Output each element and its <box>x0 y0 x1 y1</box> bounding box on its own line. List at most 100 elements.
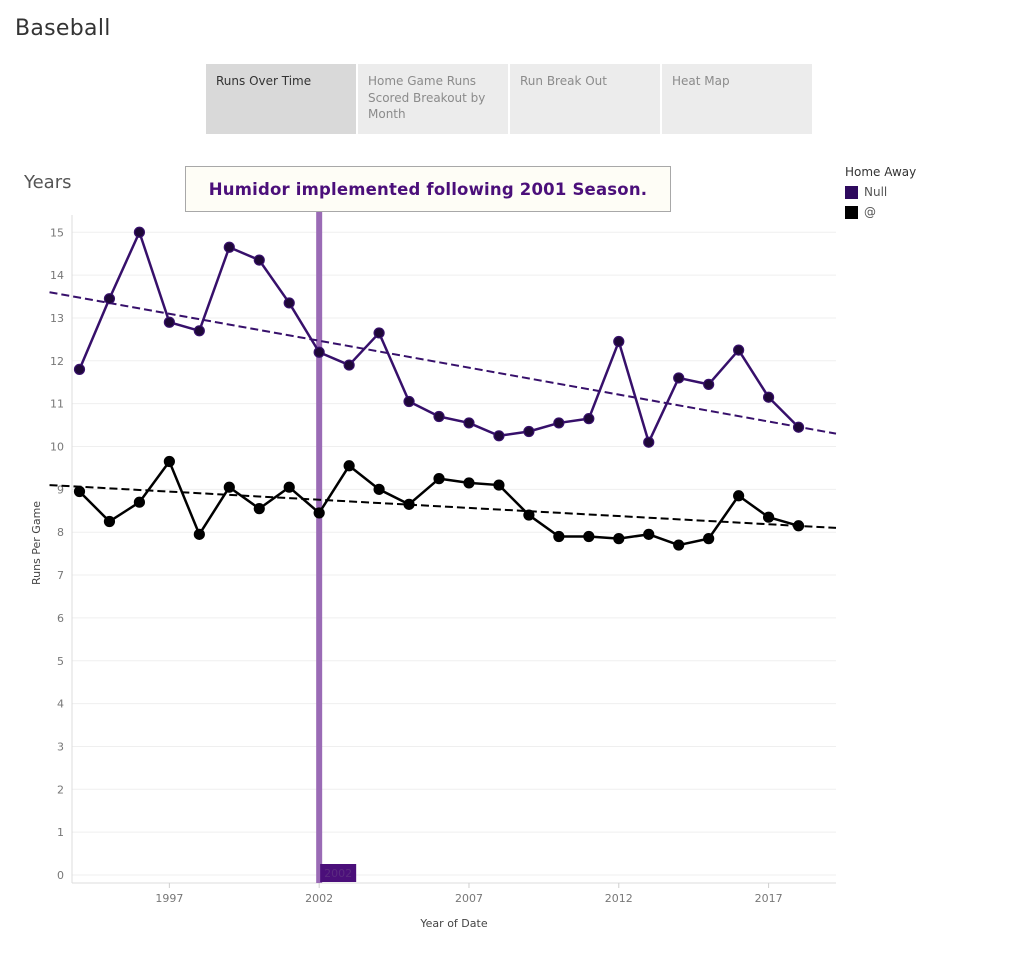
data-point-null <box>733 344 745 356</box>
y-tick-label: 10 <box>50 441 64 454</box>
trend-line-null <box>49 291 837 435</box>
data-point-at <box>403 498 415 510</box>
y-tick-label: 9 <box>57 483 64 496</box>
data-point-null <box>223 241 235 253</box>
data-point-at <box>193 528 205 540</box>
data-point-null <box>163 316 175 328</box>
x-axis-title: Year of Date <box>419 917 487 930</box>
tab-label: Heat Map <box>672 74 730 88</box>
data-point-at <box>103 515 116 528</box>
legend: Home Away Null @ <box>845 165 916 222</box>
data-point-at <box>73 485 86 498</box>
y-tick-label: 4 <box>57 698 64 711</box>
series-line-null <box>78 231 800 444</box>
legend-label: Null <box>864 185 888 199</box>
data-point-null <box>343 359 355 371</box>
annotation-text: Humidor implemented following 2001 Seaso… <box>208 179 648 199</box>
tab-runs-over-time[interactable]: Runs Over Time <box>206 64 356 134</box>
data-point-null <box>103 293 116 305</box>
data-point-at <box>792 520 805 532</box>
data-point-null <box>553 417 565 429</box>
tab-home-game-runs-breakout[interactable]: Home Game Runs Scored Breakout by Month <box>358 64 508 134</box>
y-tick-label: 2 <box>57 783 64 796</box>
y-tick-label: 3 <box>57 740 64 753</box>
data-point-at <box>463 477 475 489</box>
data-point-null <box>703 378 715 390</box>
data-point-at <box>493 479 505 491</box>
x-tick-label: 1997 <box>155 892 183 905</box>
data-point-null <box>643 436 655 448</box>
app-title: Baseball <box>15 16 111 41</box>
data-point-at <box>733 490 745 502</box>
data-point-at <box>253 503 265 515</box>
data-point-at <box>613 533 625 545</box>
data-point-at <box>343 460 355 472</box>
y-tick-label: 12 <box>50 355 64 368</box>
data-point-at <box>583 530 595 543</box>
data-point-at <box>373 483 385 495</box>
y-axis-title: Runs Per Game <box>30 501 43 585</box>
data-point-null <box>433 410 445 423</box>
data-point-null <box>193 325 205 337</box>
data-point-at <box>133 496 146 508</box>
data-point-null <box>673 372 685 384</box>
y-tick-label: 15 <box>50 226 64 239</box>
reference-line-badge <box>320 864 357 882</box>
data-point-null <box>73 363 86 375</box>
legend-label: @ <box>864 205 876 219</box>
y-tick-label: 13 <box>50 312 64 325</box>
dashboard-tabs: Runs Over Time Home Game Runs Scored Bre… <box>206 64 812 134</box>
data-point-null <box>283 297 295 309</box>
data-point-at <box>163 455 175 468</box>
y-tick-label: 1 <box>57 826 64 839</box>
x-tick-label: 2017 <box>755 892 783 905</box>
legend-swatch-at <box>845 205 858 219</box>
y-tick-label: 5 <box>57 655 64 668</box>
data-point-at <box>283 481 295 493</box>
data-point-at <box>313 507 325 519</box>
y-tick-label: 11 <box>50 398 64 411</box>
y-tick-label: 8 <box>57 526 64 539</box>
x-tick-label: 2012 <box>605 892 633 905</box>
data-point-at <box>553 530 565 543</box>
data-point-at <box>433 473 445 485</box>
data-point-at <box>643 528 655 540</box>
tab-run-break-out[interactable]: Run Break Out <box>510 64 660 134</box>
tab-label: Run Break Out <box>520 74 607 88</box>
y-tick-label: 6 <box>57 612 64 625</box>
data-point-null <box>463 417 475 429</box>
data-point-null <box>762 391 775 403</box>
data-point-null <box>493 430 505 442</box>
tab-label: Runs Over Time <box>216 74 312 88</box>
tab-heat-map[interactable]: Heat Map <box>662 64 812 134</box>
y-tick-label: 0 <box>57 869 64 882</box>
legend-title: Home Away <box>845 165 917 179</box>
x-tick-label: 2007 <box>455 892 483 905</box>
data-point-at <box>223 481 235 493</box>
x-tick-label: 2002 <box>305 892 333 905</box>
data-point-null <box>792 421 805 433</box>
data-point-at <box>762 511 775 523</box>
tab-label: Home Game Runs Scored Breakout by Month <box>368 74 486 121</box>
data-point-null <box>523 425 535 438</box>
data-point-null <box>403 395 415 408</box>
data-point-at <box>523 509 535 521</box>
data-point-at <box>673 539 685 551</box>
data-point-null <box>313 346 325 358</box>
data-point-null <box>253 254 265 266</box>
data-point-null <box>613 335 625 348</box>
legend-swatch-null <box>845 185 858 199</box>
data-point-at <box>703 533 715 545</box>
legend-item-at[interactable]: @ <box>845 202 916 222</box>
legend-item-null[interactable]: Null <box>845 182 916 202</box>
data-point-null <box>373 327 385 339</box>
y-tick-label: 14 <box>50 269 64 282</box>
data-point-null <box>583 413 595 425</box>
reference-line-2002 <box>316 205 323 883</box>
chart-title: Years <box>24 172 72 193</box>
annotation-box[interactable]: Humidor implemented following 2001 Seaso… <box>185 166 671 212</box>
reference-line-label: 2002 <box>324 867 352 880</box>
data-point-null <box>133 226 146 238</box>
y-tick-label: 7 <box>57 569 64 582</box>
